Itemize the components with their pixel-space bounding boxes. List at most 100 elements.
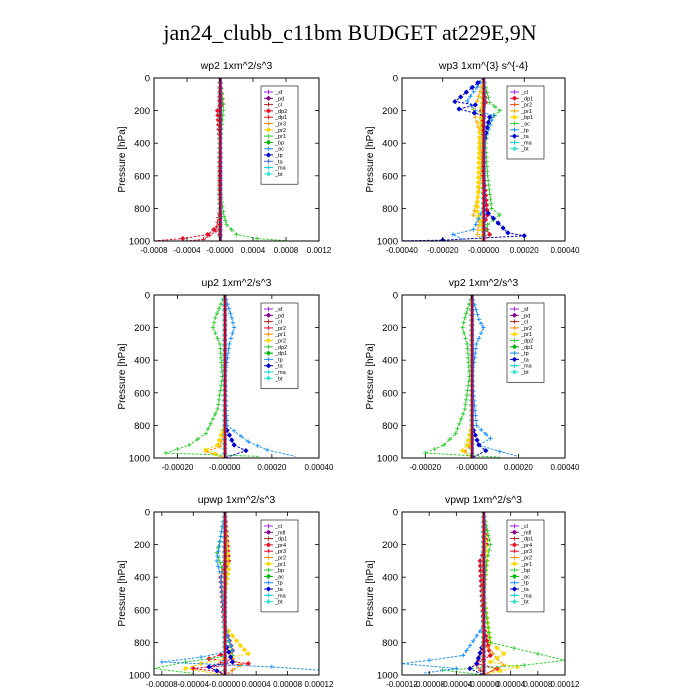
data-point bbox=[226, 306, 232, 311]
data-point bbox=[465, 306, 470, 311]
legend-entry: _pr3 bbox=[520, 549, 532, 555]
data-point bbox=[212, 451, 218, 457]
legend-entry: _pd bbox=[520, 313, 530, 319]
x-tick-label: -0.00040 bbox=[386, 246, 418, 255]
legend-entry: _cl bbox=[520, 524, 528, 530]
y-tick-label: 400 bbox=[134, 573, 150, 584]
data-point bbox=[488, 196, 493, 202]
legend-entry: _bt bbox=[274, 600, 283, 606]
data-point bbox=[462, 406, 468, 412]
data-point bbox=[471, 227, 476, 232]
data-point bbox=[475, 184, 481, 190]
data-point bbox=[213, 330, 218, 336]
data-point bbox=[459, 448, 466, 454]
legend-entry: _cl bbox=[520, 90, 528, 96]
data-point bbox=[488, 436, 493, 441]
data-point bbox=[473, 418, 479, 423]
legend-entry: _ma bbox=[274, 593, 287, 599]
data-point bbox=[216, 306, 222, 311]
legend-marker bbox=[512, 350, 517, 356]
y-axis-label: Pressure [hPa] bbox=[117, 343, 128, 409]
data-point bbox=[485, 553, 491, 558]
data-point bbox=[466, 364, 472, 370]
data-point bbox=[472, 351, 478, 356]
data-point bbox=[402, 661, 405, 666]
y-tick-label: 600 bbox=[134, 171, 150, 182]
x-tick-label: -0.00000 bbox=[209, 463, 241, 472]
x-tick-label: -0.0008 bbox=[140, 246, 168, 255]
data-point bbox=[485, 178, 491, 183]
y-tick-label: 1000 bbox=[129, 671, 150, 682]
y-tick-label: 400 bbox=[134, 356, 150, 367]
data-point bbox=[217, 569, 222, 574]
data-point bbox=[474, 423, 479, 428]
data-point bbox=[457, 421, 462, 426]
data-point bbox=[227, 654, 234, 660]
data-point bbox=[226, 432, 233, 438]
data-point bbox=[485, 645, 491, 651]
legend-marker bbox=[266, 344, 271, 349]
data-point bbox=[215, 442, 221, 448]
legend-marker bbox=[511, 356, 518, 363]
legend-entry: _pr2 bbox=[274, 339, 286, 345]
data-point bbox=[218, 388, 223, 393]
data-point bbox=[464, 442, 470, 448]
figure-title: jan24_clubb_c11bm BUDGET at229E,9N bbox=[163, 20, 537, 45]
data-point bbox=[477, 135, 483, 141]
legend-entry: _ac bbox=[520, 574, 530, 580]
chart-0: wp2 1xm^2/s^3 Pressure [hPa] 0 200 400 600 800… bbox=[117, 60, 332, 255]
data-point bbox=[465, 341, 470, 347]
data-point bbox=[217, 341, 223, 347]
legend-marker bbox=[512, 363, 517, 368]
data-point bbox=[229, 227, 234, 232]
data-point bbox=[476, 150, 482, 156]
chart-5: vpwp 1xm^2/s^3 Pressure [hPa] 0 200 400 600 80… bbox=[365, 494, 580, 689]
data-point bbox=[217, 560, 223, 565]
x-tick-label: 0.00020 bbox=[510, 246, 539, 255]
series-line-dp2 bbox=[155, 78, 224, 241]
chart-title: up2 1xm^2/s^3 bbox=[202, 277, 272, 289]
x-tick-label: -0.0000 bbox=[206, 246, 234, 255]
legend-entry: _pr4 bbox=[520, 543, 532, 549]
data-point bbox=[461, 330, 467, 336]
legend-entry: _bt bbox=[274, 376, 283, 382]
legend-entry: _pd bbox=[274, 313, 284, 319]
chart-3: vp2 1xm^2/s^3 Pressure [hPa] 0 200 400 600 800… bbox=[365, 277, 580, 472]
x-tick-label: -0.00004 bbox=[177, 680, 209, 689]
data-point bbox=[450, 232, 456, 237]
data-point bbox=[471, 638, 476, 643]
y-tick-label: 600 bbox=[134, 388, 150, 399]
data-point bbox=[491, 113, 496, 118]
legend-entry: _bt bbox=[520, 600, 529, 606]
data-point bbox=[492, 104, 497, 109]
legend-entry: _ta bbox=[520, 587, 530, 593]
legend-marker bbox=[265, 598, 272, 605]
y-tick-label: 600 bbox=[134, 605, 150, 616]
legend-entry: _pr1 bbox=[274, 332, 286, 338]
y-tick-label: 800 bbox=[382, 421, 398, 432]
data-point bbox=[210, 325, 216, 330]
data-point bbox=[195, 437, 200, 442]
legend-marker bbox=[266, 133, 271, 139]
x-tick-label: -0.00000 bbox=[468, 246, 500, 255]
data-point bbox=[205, 231, 211, 238]
legend-marker bbox=[266, 306, 271, 312]
data-point bbox=[198, 660, 204, 667]
legend-marker bbox=[266, 555, 271, 560]
data-point bbox=[505, 230, 511, 236]
legend-marker bbox=[512, 108, 517, 114]
data-point bbox=[478, 321, 484, 326]
data-point bbox=[465, 98, 470, 104]
data-point bbox=[221, 214, 227, 219]
data-point bbox=[264, 447, 270, 453]
y-tick-label: 0 bbox=[145, 291, 150, 302]
data-point bbox=[225, 351, 231, 356]
x-tick-label: 0.00008 bbox=[523, 680, 552, 689]
data-point bbox=[217, 539, 223, 544]
legend-entry: _sf bbox=[274, 307, 283, 313]
legend-entry: _ma bbox=[520, 364, 533, 370]
legend-entry: _ac bbox=[520, 122, 530, 128]
x-tick-label: 0.00020 bbox=[504, 463, 533, 472]
y-axis-label: Pressure [hPa] bbox=[365, 560, 376, 626]
